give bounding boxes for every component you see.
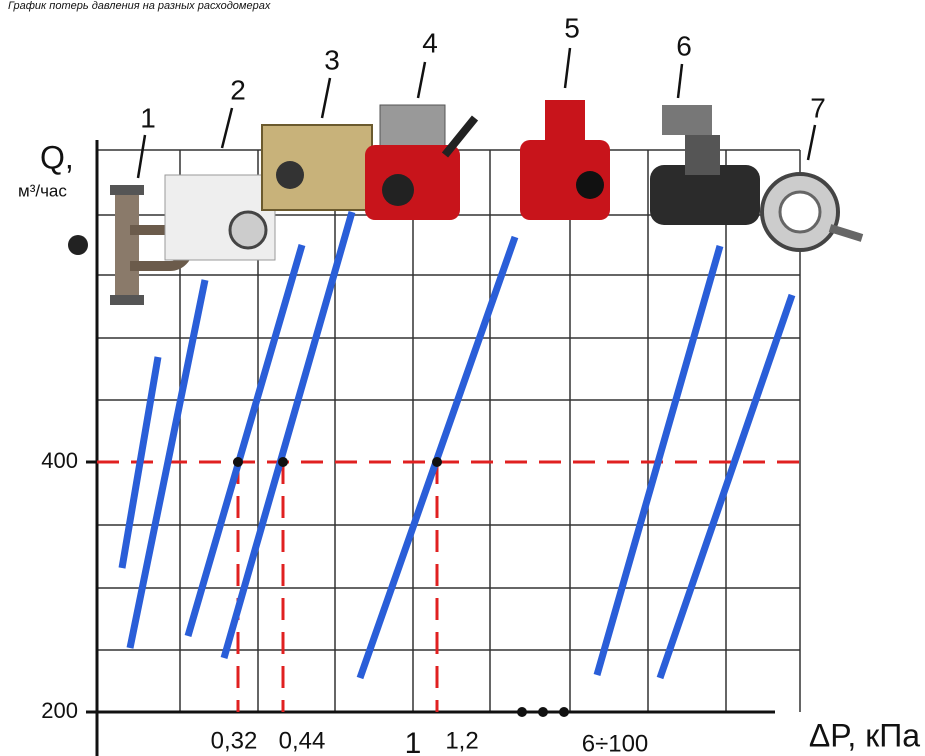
device-number: 6 [676,30,692,61]
x-tick-label: 6÷100 [582,730,649,756]
device-number: 2 [230,74,246,105]
y-axis-label: Q, [40,139,74,175]
device-number: 3 [324,44,340,75]
device-number: 4 [422,27,438,58]
x-tick-label: 1,2 [445,727,478,754]
device-number: 5 [564,12,580,43]
x-tick-label: 0,44 [279,727,326,754]
x-tick-label: 0,32 [211,727,258,754]
loss-lines [122,212,792,678]
x-tick-label: 1 [405,727,422,756]
y-tick-label: 400 [41,448,78,473]
device-number: 1 [140,102,156,133]
chart: График потерь давления на разных расходо… [0,0,925,756]
x-axis-label: ΔP, кПа [809,717,920,753]
device-number: 7 [810,92,826,123]
y-axis-unit: м³/час [18,181,67,200]
y-tick-label: 200 [41,698,78,723]
title: График потерь давления на разных расходо… [8,0,271,12]
